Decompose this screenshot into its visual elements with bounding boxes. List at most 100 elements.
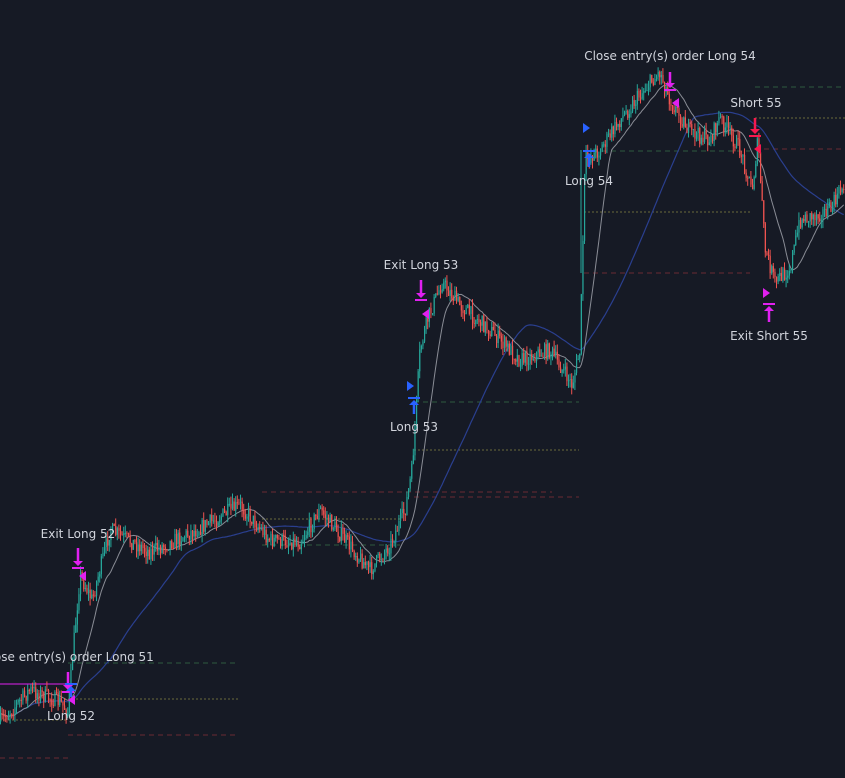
- candle-body: [105, 538, 107, 548]
- candle-body: [222, 508, 224, 517]
- candle-body: [432, 313, 434, 315]
- candle-body: [739, 139, 741, 156]
- signal-label-long-54: Long 54: [565, 174, 613, 188]
- candle-body: [361, 553, 363, 569]
- candle-body: [198, 532, 200, 536]
- exit-triangle-icon: [763, 288, 770, 298]
- candle-body: [724, 127, 726, 132]
- candle-body: [736, 138, 738, 149]
- candle-body: [392, 538, 394, 543]
- candle-body: [518, 355, 520, 367]
- candle-body: [556, 351, 558, 360]
- candle-body: [617, 123, 619, 127]
- candle-body: [627, 111, 629, 118]
- candle-body: [716, 123, 718, 133]
- signal-label-exit-long-53: Exit Long 53: [384, 258, 459, 272]
- candle-body: [334, 522, 336, 529]
- candle-body: [33, 687, 35, 689]
- candle-body: [572, 382, 574, 388]
- candle-body: [286, 545, 288, 547]
- candle-body: [76, 610, 78, 625]
- candle-body: [83, 577, 85, 589]
- candle-body: [192, 530, 194, 537]
- candle-body: [476, 318, 478, 320]
- candle-body: [430, 308, 432, 314]
- candle-body: [56, 692, 58, 694]
- candle-body: [585, 152, 587, 175]
- candle-body: [598, 155, 600, 158]
- candle-body: [310, 519, 312, 533]
- candle-body: [763, 200, 765, 224]
- candle-body: [14, 707, 16, 715]
- candle-body: [649, 74, 651, 88]
- candle-body: [764, 223, 766, 253]
- candle-body: [472, 306, 474, 323]
- candle-body: [600, 151, 602, 156]
- candle-body: [816, 214, 818, 221]
- candle-body: [577, 358, 579, 360]
- candle-body: [44, 689, 46, 702]
- candle-body: [579, 353, 581, 359]
- candle-body: [710, 135, 712, 143]
- candle-body: [505, 337, 507, 347]
- candle-body: [830, 202, 832, 212]
- candle-body: [828, 202, 830, 207]
- candle-body: [118, 528, 120, 531]
- candle-body: [603, 144, 605, 146]
- candle-body: [107, 538, 109, 546]
- candle-body: [59, 697, 61, 706]
- candle-body: [152, 549, 154, 555]
- candle-body: [635, 104, 637, 106]
- candle-body: [374, 563, 376, 572]
- candle-body: [798, 220, 800, 233]
- candle-body: [35, 687, 37, 699]
- candle-body: [164, 546, 166, 550]
- candle-body: [331, 514, 333, 530]
- candle-body: [528, 363, 530, 365]
- candle-body: [238, 502, 240, 504]
- candle-body: [217, 522, 219, 526]
- candle-body: [379, 553, 381, 561]
- candle-body: [259, 527, 261, 529]
- candle-body: [408, 488, 410, 497]
- candle-body: [787, 275, 789, 278]
- candle-body: [806, 214, 808, 223]
- candle-body: [782, 268, 784, 281]
- candle-body: [494, 329, 496, 336]
- candle-body: [398, 520, 400, 532]
- candle-body: [809, 213, 811, 222]
- candle-body: [822, 209, 824, 221]
- candle-body: [180, 541, 182, 546]
- candle-body: [257, 527, 259, 531]
- candle-body: [452, 298, 454, 301]
- candle-body: [25, 696, 27, 701]
- candle-body: [308, 519, 310, 532]
- candle-body: [464, 313, 466, 315]
- candle-body: [694, 128, 696, 139]
- candle-body: [454, 290, 456, 301]
- candle-body: [766, 252, 768, 255]
- candle-body: [366, 561, 368, 566]
- candle-body: [712, 135, 714, 142]
- candle-body: [384, 552, 386, 560]
- signal-label-short-55: Short 55: [730, 96, 781, 110]
- candle-body: [675, 106, 677, 113]
- short-arrow-down-icon: [749, 118, 761, 137]
- candle-body: [315, 514, 317, 516]
- candle-body: [102, 552, 104, 557]
- candle-body: [550, 353, 552, 358]
- candle-body: [128, 533, 130, 535]
- candle-body: [328, 517, 330, 523]
- candle-body: [252, 515, 254, 524]
- candle-body: [715, 123, 717, 133]
- candle-body: [182, 537, 184, 542]
- candle-body: [129, 534, 131, 544]
- candle-body: [630, 111, 632, 115]
- candle-body: [240, 501, 242, 503]
- exit-triangle-icon: [422, 309, 429, 319]
- candle-body: [427, 317, 429, 322]
- arrow-head: [73, 561, 83, 566]
- candle-body: [625, 111, 627, 113]
- candle-body: [608, 133, 610, 135]
